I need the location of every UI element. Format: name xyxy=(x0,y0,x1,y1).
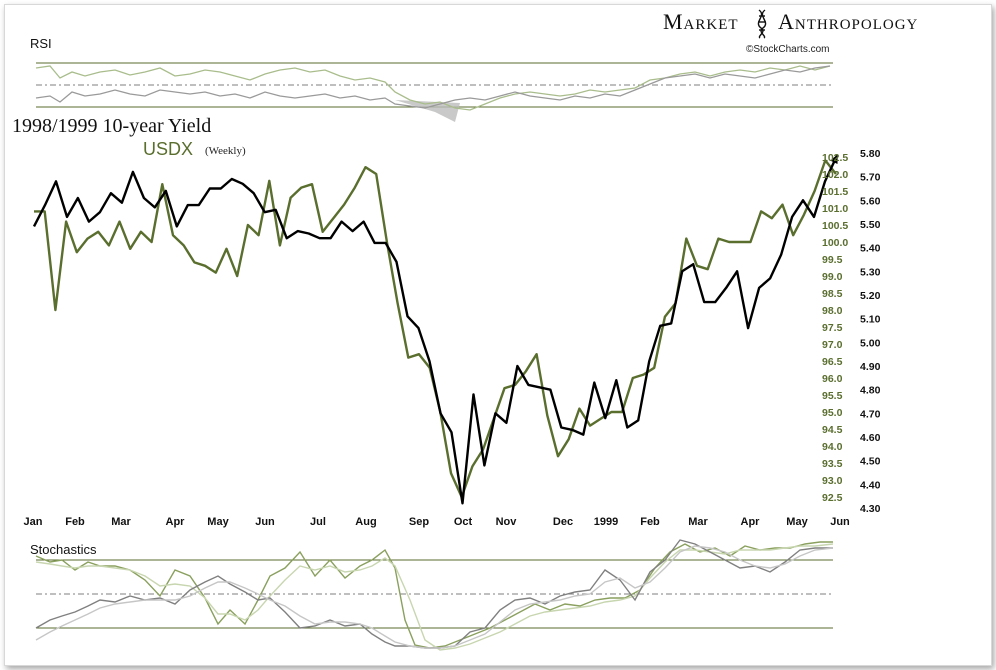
usdx-tick-label: 98.0 xyxy=(822,305,843,317)
brand-credit: ©StockCharts.com xyxy=(746,44,830,55)
month-label: Oct xyxy=(454,516,473,528)
month-label: May xyxy=(786,516,808,528)
yield-tick-label: 5.60 xyxy=(860,195,881,207)
helix-icon xyxy=(757,9,767,39)
month-label: Feb xyxy=(65,516,85,528)
usdx-tick-label: 101.0 xyxy=(822,203,848,215)
chart-subtitle-note: (Weekly) xyxy=(205,145,246,157)
usdx-tick-label: 95.5 xyxy=(822,390,843,402)
usdx-tick-label: 97.0 xyxy=(822,339,843,351)
main-plot xyxy=(32,154,838,505)
month-label: Jun xyxy=(255,516,275,528)
stoch-usdx-slow xyxy=(35,543,834,651)
yield-tick-label: 5.80 xyxy=(860,148,881,160)
month-label: Jan xyxy=(24,516,43,528)
chart-subtitle: USDX xyxy=(143,139,193,159)
usdx-tick-label: 99.0 xyxy=(822,271,843,283)
rsi-panel: RSI xyxy=(30,36,833,122)
yield-tick-label: 4.40 xyxy=(860,479,881,491)
month-label: Sep xyxy=(409,516,429,528)
yield-axis: 5.80 5.70 5.60 5.50 5.40 5.30 5.20 5.10 5.00 4.90… xyxy=(860,148,881,515)
chart-frame xyxy=(4,4,992,666)
month-label: May xyxy=(207,516,229,528)
month-label: 1999 xyxy=(594,516,618,528)
yield-tick-label: 4.30 xyxy=(860,503,881,515)
month-label: Apr xyxy=(166,516,186,528)
yield-tick-label: 5.10 xyxy=(860,314,881,326)
month-label: Apr xyxy=(741,516,761,528)
yield-arrow-head xyxy=(830,154,838,164)
yield-tick-label: 5.20 xyxy=(860,290,881,302)
usdx-tick-label: 94.5 xyxy=(822,424,843,436)
chart-title: 1998/1999 10-year Yield xyxy=(12,115,211,137)
usdx-tick-label: 100.0 xyxy=(822,237,848,249)
month-axis: Jan Feb Mar Apr May Jun Jul Aug Sep Oct Nov Dec 1999… xyxy=(24,516,851,528)
yield-tick-label: 5.30 xyxy=(860,266,881,278)
usdx-tick-label: 95.0 xyxy=(822,407,843,419)
yield-tick-label: 5.40 xyxy=(860,243,881,255)
yield-tick-label: 5.50 xyxy=(860,219,881,231)
yield-tick-label: 5.00 xyxy=(860,337,881,349)
month-label: Jun xyxy=(830,516,850,528)
yield-tick-label: 4.80 xyxy=(860,385,881,397)
stoch-yield-slow xyxy=(35,545,834,649)
month-label: Feb xyxy=(640,516,660,528)
usdx-tick-label: 101.5 xyxy=(822,186,848,198)
usdx-tick-label: 93.0 xyxy=(822,475,843,487)
usdx-tick-label: 98.5 xyxy=(822,288,843,300)
usdx-tick-label: 100.5 xyxy=(822,220,848,232)
usdx-tick-label: 96.0 xyxy=(822,373,843,385)
month-label: Aug xyxy=(355,516,376,528)
rsi-label: RSI xyxy=(30,36,52,51)
stoch-usdx-fast xyxy=(35,541,833,649)
usdx-tick-label: 92.5 xyxy=(822,492,843,504)
usdx-line xyxy=(34,159,837,499)
yield-tick-label: 4.60 xyxy=(860,432,881,444)
rsi-yield-line xyxy=(35,65,831,109)
usdx-tick-label: 94.0 xyxy=(822,441,843,453)
rsi-oversold-fill xyxy=(395,100,460,122)
yield-tick-label: 4.50 xyxy=(860,456,881,468)
month-label: Mar xyxy=(688,516,708,528)
brand-word-1: Market xyxy=(663,9,739,34)
month-label: Nov xyxy=(496,516,518,528)
usdx-tick-label: 96.5 xyxy=(822,356,843,368)
month-label: Mar xyxy=(111,516,131,528)
yield-tick-label: 4.70 xyxy=(860,408,881,420)
month-label: Dec xyxy=(553,516,573,528)
brand-word-2: Anthropology xyxy=(778,9,918,34)
yield-tick-label: 4.90 xyxy=(860,361,881,373)
month-label: Jul xyxy=(310,516,326,528)
brand-logo: Market Anthropology ©StockCharts.com xyxy=(663,9,918,55)
yield-tick-label: 5.70 xyxy=(860,172,881,184)
stochastics-panel: Stochastics xyxy=(30,539,834,651)
rsi-usdx-line xyxy=(35,65,831,111)
usdx-tick-label: 102.0 xyxy=(822,169,848,181)
usdx-tick-label: 102.5 xyxy=(822,152,848,164)
usdx-tick-label: 93.5 xyxy=(822,458,843,470)
usdx-tick-label: 99.5 xyxy=(822,254,843,266)
yield-line xyxy=(32,157,838,505)
usdx-axis: 102.5 102.0 101.5 101.0 100.5 100.0 99.5 99.0 98… xyxy=(822,152,848,504)
usdx-tick-label: 97.5 xyxy=(822,322,843,334)
stochastics-label: Stochastics xyxy=(30,542,97,557)
